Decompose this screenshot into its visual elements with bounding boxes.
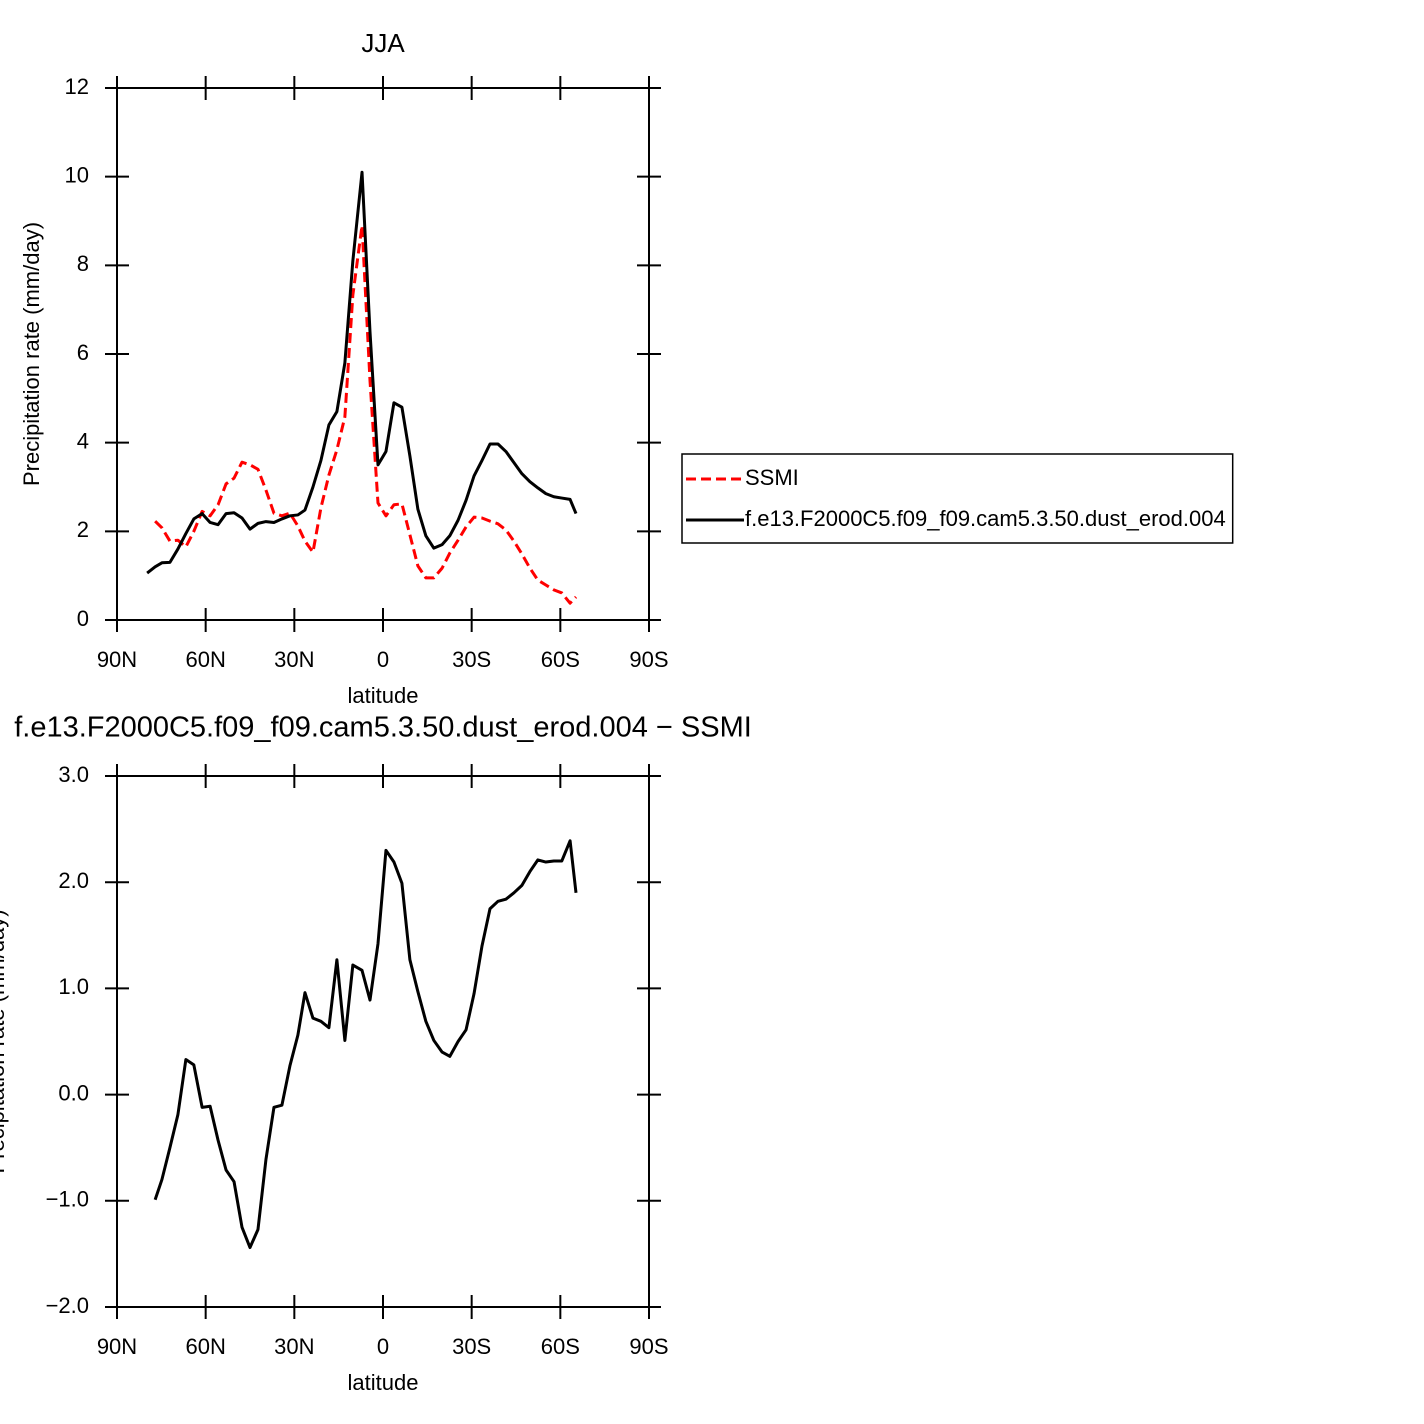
x-tick-label: 90S bbox=[629, 1334, 668, 1359]
x-tick-label: 90N bbox=[97, 1334, 137, 1359]
y-axis-label: Precipitation rate (mm/day) bbox=[0, 909, 9, 1173]
chart-title: f.e13.F2000C5.f09_f09.cam5.3.50.dust_ero… bbox=[14, 712, 752, 744]
x-axis-label: latitude bbox=[348, 683, 419, 708]
y-tick-label: 12 bbox=[65, 74, 89, 99]
y-axis-label: Precipitation rate (mm/day) bbox=[19, 222, 44, 486]
plot-frame bbox=[116, 775, 650, 1308]
y-tick-label: −2.0 bbox=[46, 1293, 89, 1318]
legend-box bbox=[681, 453, 1234, 544]
x-tick-label: 0 bbox=[377, 647, 389, 672]
x-tick-label: 30S bbox=[452, 1334, 491, 1359]
data-line bbox=[154, 223, 578, 605]
chart-title: JJA bbox=[361, 28, 405, 58]
panel: JJA latitude Precipitation rate (mm/day) 90… bbox=[19, 28, 1234, 708]
legend: SSMI f.e13.F2000C5.f09_f09.cam5.3.50.dust… bbox=[681, 453, 1234, 544]
x-tick-label: 0 bbox=[377, 1334, 389, 1359]
x-tick-label: 60S bbox=[541, 1334, 580, 1359]
x-tick-label: 30N bbox=[274, 647, 314, 672]
y-tick-label: 10 bbox=[65, 162, 89, 187]
panel: f.e13.F2000C5.f09_f09.cam5.3.50.dust_ero… bbox=[0, 712, 752, 1395]
plot-frame bbox=[116, 87, 650, 621]
y-tick-label: 1.0 bbox=[58, 974, 89, 999]
x-tick-label: 60S bbox=[541, 647, 580, 672]
legend-label: SSMI bbox=[745, 465, 799, 490]
y-tick-label: 3.0 bbox=[58, 762, 89, 787]
y-tick-label: −1.0 bbox=[46, 1187, 89, 1212]
y-tick-label: 2 bbox=[77, 517, 89, 542]
legend-label: f.e13.F2000C5.f09_f09.cam5.3.50.dust_ero… bbox=[745, 506, 1226, 531]
x-tick-label: 60N bbox=[185, 647, 225, 672]
x-tick-label: 90S bbox=[629, 647, 668, 672]
y-tick-label: 0.0 bbox=[58, 1080, 89, 1105]
y-tick-label: 6 bbox=[77, 340, 89, 365]
data-line bbox=[153, 839, 578, 1250]
y-tick-label: 0 bbox=[77, 606, 89, 631]
y-tick-label: 8 bbox=[77, 251, 89, 276]
x-axis-label: latitude bbox=[348, 1370, 419, 1395]
x-tick-label: 30S bbox=[452, 647, 491, 672]
data-line bbox=[146, 170, 578, 575]
x-tick-label: 90N bbox=[97, 647, 137, 672]
y-tick-label: 4 bbox=[77, 428, 89, 453]
x-tick-label: 60N bbox=[185, 1334, 225, 1359]
y-tick-label: 2.0 bbox=[58, 868, 89, 893]
x-tick-label: 30N bbox=[274, 1334, 314, 1359]
